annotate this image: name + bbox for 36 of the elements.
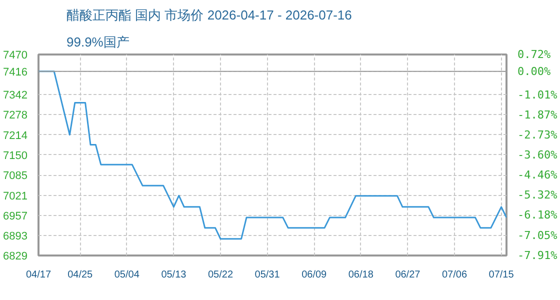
- y-tick-label: 7342: [3, 90, 28, 102]
- x-tick-label: 07/15: [488, 270, 514, 280]
- y-tick-label: 7278: [3, 110, 28, 122]
- chart-subtitle: 99.9%国产: [66, 34, 130, 50]
- x-tick-label: 05/22: [208, 270, 234, 280]
- y-tick-label: 6957: [3, 210, 28, 222]
- y2-tick-label: -2.73%: [518, 128, 558, 142]
- y2-tick-label: 0.72%: [518, 48, 551, 61]
- y2-tick-label: -6.18%: [518, 208, 558, 222]
- x-tick-label: 07/06: [442, 270, 468, 280]
- y2-tick-label: -7.05%: [518, 228, 558, 242]
- y2-tick-label: -1.01%: [518, 88, 558, 102]
- y2-tick-label: -3.60%: [518, 148, 558, 162]
- y2-tick-label: 0.00%: [518, 64, 551, 78]
- line-series: [38, 70, 506, 240]
- x-tick-label: 05/13: [161, 270, 187, 280]
- x-tick-label: 04/25: [68, 270, 94, 280]
- y-tick-label: 7085: [3, 170, 28, 182]
- x-tick-label: 04/17: [26, 270, 52, 280]
- y2-tick-label: -1.87%: [518, 108, 558, 122]
- y-tick-label: 7021: [3, 190, 28, 202]
- x-tick-label: 06/18: [348, 270, 374, 280]
- x-tick-label: 06/27: [395, 270, 421, 280]
- y-tick-label: 7470: [3, 50, 28, 62]
- y-tick-label: 7214: [3, 130, 28, 142]
- y-tick-label: 7416: [3, 66, 28, 78]
- y-tick-label: 6893: [3, 230, 28, 242]
- y2-tick-label: -5.32%: [518, 188, 558, 202]
- y-tick-label: 7150: [3, 150, 28, 162]
- x-tick-label: 05/04: [114, 270, 140, 280]
- y2-tick-label: -4.46%: [518, 168, 558, 182]
- x-tick-label: 05/31: [254, 270, 280, 280]
- x-tick-label: 06/09: [302, 270, 328, 280]
- y-tick-label: 6829: [3, 250, 28, 262]
- chart-title: 醋酸正丙酯 国内 市场价 2026-04-17 - 2026-07-16: [66, 8, 352, 22]
- y2-tick-label: -7.91%: [518, 249, 558, 262]
